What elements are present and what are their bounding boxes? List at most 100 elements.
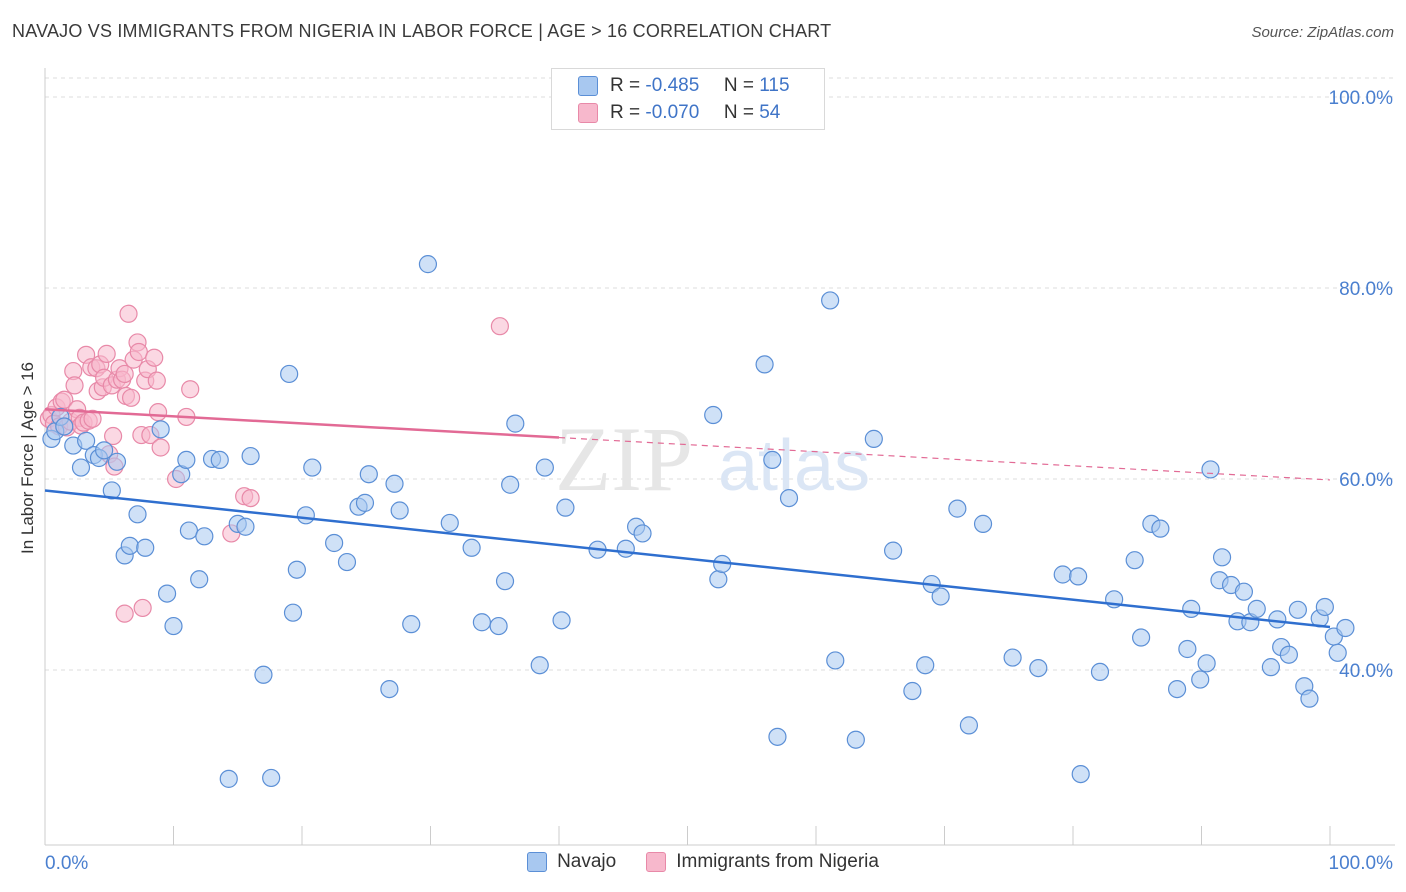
navajo-point bbox=[495, 572, 515, 591]
navajo-point bbox=[1003, 648, 1022, 667]
navajo-point bbox=[440, 513, 459, 533]
navajo-point bbox=[120, 536, 139, 555]
stats-text-nigeria: R = -0.070 N = 54 bbox=[610, 102, 780, 124]
navajo-point bbox=[1053, 565, 1072, 584]
navajo-point bbox=[95, 441, 114, 460]
nigeria-n-value: 54 bbox=[759, 102, 781, 123]
navajo-n-label: N = bbox=[723, 75, 754, 96]
navajo-point bbox=[177, 450, 196, 469]
nigeria-point bbox=[148, 403, 168, 422]
navajo-point bbox=[1125, 551, 1144, 570]
navajo-point bbox=[1151, 519, 1170, 538]
navajo-point bbox=[55, 417, 74, 436]
navajo-point bbox=[472, 613, 491, 632]
navajo-point bbox=[959, 716, 979, 735]
navajo-point bbox=[337, 552, 357, 572]
navajo-point bbox=[241, 446, 260, 466]
nigeria-point bbox=[241, 489, 260, 508]
navajo-point bbox=[283, 603, 303, 622]
navajo-point bbox=[262, 768, 281, 788]
navajo-point bbox=[1201, 460, 1220, 479]
navajo-point bbox=[1071, 764, 1090, 784]
navajo-point bbox=[157, 584, 177, 603]
navajo-point bbox=[768, 727, 787, 746]
navajo-point bbox=[826, 651, 845, 670]
navajo-point bbox=[355, 493, 375, 512]
navajo-point bbox=[136, 538, 155, 557]
navajo-point bbox=[1247, 599, 1266, 618]
navajo-point bbox=[1300, 689, 1319, 708]
x-tick-label: 100.0% bbox=[1329, 853, 1394, 874]
navajo-point bbox=[973, 514, 993, 533]
trend-lines bbox=[44, 408, 1331, 629]
navajo-point bbox=[931, 587, 950, 606]
navajo-point bbox=[236, 517, 255, 536]
nigeria-point bbox=[65, 376, 84, 395]
navajo-point bbox=[296, 506, 315, 525]
navajo-point bbox=[1279, 645, 1298, 664]
navajo-point bbox=[948, 499, 967, 518]
legend-item-nigeria: Immigrants from Nigeria bbox=[646, 851, 879, 873]
navajo-point bbox=[633, 524, 652, 543]
legend-swatch-nigeria bbox=[646, 852, 667, 872]
navajo-point bbox=[71, 458, 91, 477]
navajo-point bbox=[556, 498, 575, 517]
axes bbox=[44, 68, 1395, 846]
nigeria-r-label: R = bbox=[610, 102, 641, 123]
navajo-point bbox=[864, 429, 883, 448]
navajo-point bbox=[883, 541, 903, 560]
navajo-n-value: 115 bbox=[759, 75, 790, 96]
navajo-point bbox=[462, 538, 481, 557]
nigeria-point bbox=[147, 371, 166, 390]
navajo-point bbox=[552, 611, 571, 630]
navajo-point bbox=[102, 481, 121, 500]
navajo-point bbox=[1212, 548, 1232, 567]
navajo-point bbox=[709, 570, 728, 589]
navajo-point bbox=[821, 291, 840, 310]
nigeria-point bbox=[115, 364, 134, 384]
navajo-point bbox=[402, 615, 421, 634]
navajo-points bbox=[42, 255, 1355, 788]
y-axis-label: In Labor Force | Age > 16 bbox=[18, 361, 37, 555]
navajo-point bbox=[1328, 643, 1347, 662]
navajo-point bbox=[916, 656, 935, 675]
navajo-point bbox=[359, 465, 378, 484]
nigeria-point bbox=[181, 380, 200, 399]
navajo-point bbox=[179, 521, 199, 540]
navajo-point bbox=[501, 475, 520, 494]
navajo-point bbox=[506, 414, 525, 433]
navajo-point bbox=[1288, 600, 1307, 619]
y-tick-label: 40.0% bbox=[1339, 661, 1393, 682]
chart-title: NAVAJO VS IMMIGRANTS FROM NIGERIA IN LAB… bbox=[12, 21, 832, 41]
navajo-point bbox=[280, 364, 299, 384]
navajo-r-label: R = bbox=[610, 75, 641, 96]
navajo-point bbox=[1090, 662, 1110, 682]
source-label: Source: ZipAtlas.com bbox=[1251, 24, 1394, 41]
navajo-point bbox=[704, 405, 723, 425]
navajo-point bbox=[1234, 582, 1254, 601]
navajo-point bbox=[1315, 597, 1334, 617]
navajo-point bbox=[195, 527, 214, 546]
navajo-point bbox=[325, 533, 344, 553]
navajo-point bbox=[1197, 654, 1216, 673]
navajo-point bbox=[1261, 658, 1280, 677]
bottom-legend: Navajo Immigrants from Nigeria bbox=[0, 851, 1406, 873]
nigeria-point bbox=[129, 342, 148, 362]
navajo-point bbox=[1167, 679, 1187, 699]
navajo-point bbox=[385, 474, 404, 493]
navajo-point bbox=[1268, 610, 1287, 629]
navajo-point bbox=[755, 355, 774, 374]
navajo-point bbox=[151, 420, 170, 439]
nigeria-r-value: -0.070 bbox=[645, 102, 700, 123]
nigeria-point bbox=[133, 598, 152, 618]
nigeria-point bbox=[119, 304, 138, 323]
navajo-point bbox=[77, 431, 96, 450]
nigeria-n-label: N = bbox=[723, 102, 754, 123]
y-tick-label: 100.0% bbox=[1329, 88, 1394, 109]
nigeria-point bbox=[151, 438, 170, 457]
y-tick-label: 80.0% bbox=[1339, 279, 1393, 300]
navajo-point bbox=[107, 452, 127, 471]
nigeria-point bbox=[55, 390, 74, 409]
nigeria-trend-line-dashed bbox=[558, 436, 1331, 481]
